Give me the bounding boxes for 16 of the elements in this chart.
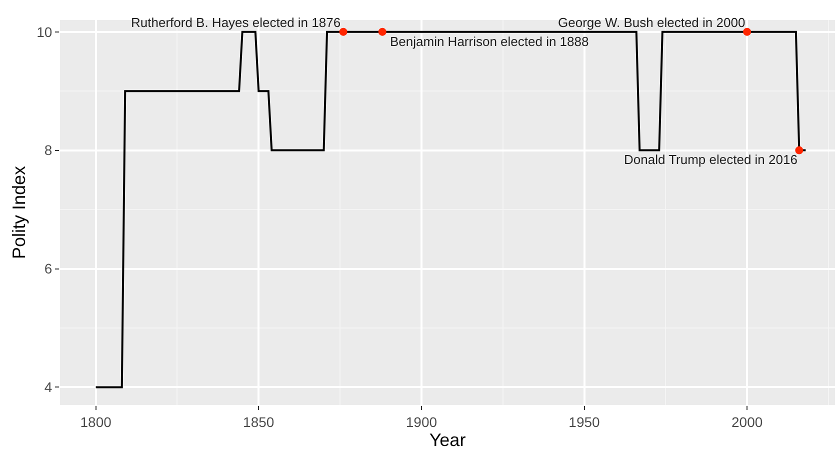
y-tick-label: 6 <box>44 260 52 277</box>
line-series <box>94 30 807 388</box>
x-tick-label: 1900 <box>406 414 438 430</box>
y-axis-title: Polity Index <box>8 166 29 260</box>
annotation: Rutherford B. Hayes elected in 1876 <box>131 15 341 30</box>
y-tick-label: 8 <box>44 142 52 158</box>
x-tick-label: 2000 <box>732 414 763 430</box>
x-tick-label: 1950 <box>568 414 600 430</box>
x-axis-title: Year <box>429 430 466 450</box>
annotation: Donald Trump elected in 2016 <box>624 152 798 167</box>
x-tick-label: 1800 <box>80 414 112 430</box>
y-tick-label: 10 <box>36 24 52 40</box>
x-tick-label: 1850 <box>243 414 274 430</box>
annotation: George W. Bush elected in 2000 <box>558 15 746 30</box>
y-tick-label: 4 <box>44 379 52 396</box>
annotation: Benjamin Harrison elected in 1888 <box>390 34 589 49</box>
